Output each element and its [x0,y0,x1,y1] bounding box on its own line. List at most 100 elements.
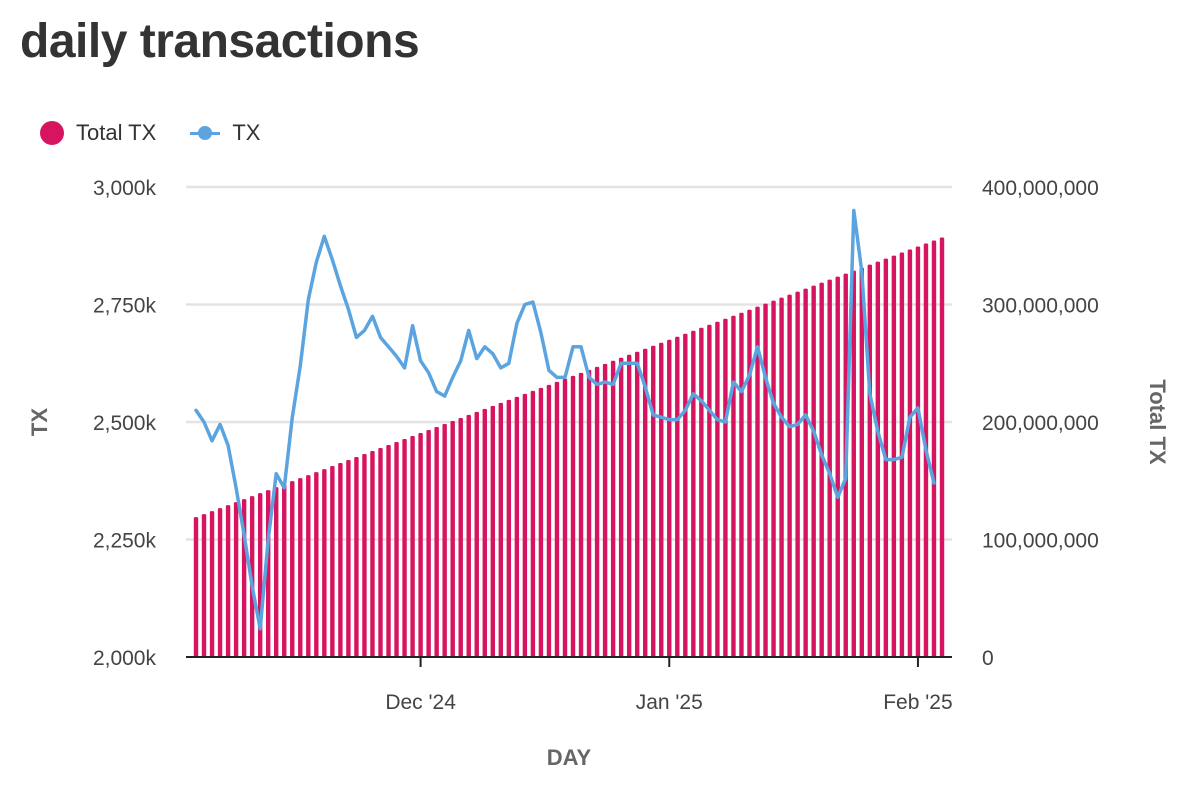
tx-line-series [194,208,936,631]
total-tx-bar[interactable] [594,366,600,657]
total-tx-bar[interactable] [642,348,648,657]
total-tx-bar[interactable] [282,484,287,657]
legend-swatch-tx [190,126,221,140]
total-tx-bar[interactable] [731,315,736,657]
total-tx-bar[interactable] [803,288,808,657]
total-tx-bar[interactable] [787,294,792,657]
total-tx-bar[interactable] [274,487,279,657]
total-tx-bar[interactable] [867,264,873,657]
total-tx-bar[interactable] [402,438,407,657]
total-tx-bar[interactable] [354,457,359,657]
total-tx-bar[interactable] [907,249,913,657]
total-tx-bar[interactable] [771,300,776,657]
total-tx-bar[interactable] [458,417,463,657]
total-tx-bar[interactable] [747,309,752,657]
total-tx-bar[interactable] [795,291,800,657]
total-tx-bar[interactable] [257,493,263,657]
total-tx-bar[interactable] [554,381,560,657]
total-tx-bar[interactable] [298,478,303,657]
total-tx-bar[interactable] [819,282,824,657]
total-tx-bar[interactable] [233,502,239,657]
y-right-tick-label: 300,000,000 [982,295,1099,318]
total-tx-bar[interactable] [667,339,672,657]
total-tx-bar[interactable] [330,466,335,657]
total-tx-bar[interactable] [691,330,696,657]
total-tx-bar[interactable] [651,345,656,657]
legend-item-total-tx[interactable]: Total TX [40,120,156,146]
total-tx-bar[interactable] [602,363,608,657]
total-tx-bar[interactable] [683,333,688,657]
x-tick-label: Dec '24 [385,691,456,714]
total-tx-bar[interactable] [434,426,439,657]
total-tx-bar[interactable] [474,411,479,657]
total-tx-bar[interactable] [482,408,487,657]
total-tx-bar[interactable] [859,267,864,657]
total-tx-bar[interactable] [538,387,544,657]
total-tx-bar[interactable] [835,276,840,657]
legend-label-total-tx: Total TX [76,120,157,145]
total-tx-bar[interactable] [506,399,512,657]
total-tx-bar[interactable] [225,505,231,657]
total-tx-bars [193,237,945,658]
chart-title: daily transactions [20,15,420,68]
total-tx-bar[interactable] [586,369,592,657]
total-tx-bar[interactable] [939,237,945,657]
total-tx-bar[interactable] [322,469,327,657]
legend-item-tx[interactable]: TX [190,120,260,146]
total-tx-bar[interactable] [634,351,640,657]
total-tx-bar[interactable] [217,508,223,657]
total-tx-bar[interactable] [346,460,351,657]
total-tx-bar[interactable] [851,270,856,657]
total-tx-bar[interactable] [490,405,496,657]
total-tx-bar[interactable] [699,327,704,657]
total-tx-bar[interactable] [338,463,343,657]
total-tx-bar[interactable] [498,402,504,657]
total-tx-bar[interactable] [659,342,664,657]
total-tx-bar[interactable] [626,354,632,657]
total-tx-bar[interactable] [811,285,816,657]
total-tx-bar[interactable] [394,442,399,657]
total-tx-bar[interactable] [715,321,720,657]
total-tx-bar[interactable] [707,324,712,657]
total-tx-bar[interactable] [209,511,215,657]
total-tx-bar[interactable] [193,517,199,657]
total-tx-bar[interactable] [610,360,616,657]
total-tx-bar[interactable] [915,246,921,658]
total-tx-bar[interactable] [378,448,383,657]
total-tx-bar[interactable] [418,432,423,657]
total-tx-bar[interactable] [931,240,937,657]
total-tx-bar[interactable] [570,375,576,657]
total-tx-bar[interactable] [370,451,375,657]
total-tx-bar[interactable] [755,306,760,657]
gridlines: 2,000k 2,250k 2,500k 2,750k 3,000k 0 100,000,0… [93,177,1099,670]
total-tx-bar[interactable] [578,372,584,657]
total-tx-bar[interactable] [875,261,881,657]
total-tx-bar[interactable] [314,472,319,657]
total-tx-bar[interactable] [290,481,295,657]
total-tx-bar[interactable] [546,384,552,657]
total-tx-bar[interactable] [514,396,520,657]
total-tx-bar[interactable] [827,279,832,657]
y-left-tick-label: 2,000k [93,647,157,670]
total-tx-bar[interactable] [306,475,311,657]
total-tx-bar[interactable] [442,423,447,657]
total-tx-bar[interactable] [530,390,536,657]
total-tx-bar[interactable] [450,420,455,657]
total-tx-bar[interactable] [386,445,391,657]
total-tx-bar[interactable] [763,303,768,657]
total-tx-bar[interactable] [201,514,207,657]
total-tx-bar[interactable] [426,429,431,657]
total-tx-bar[interactable] [723,318,728,657]
total-tx-bar[interactable] [675,336,680,657]
total-tx-bar[interactable] [562,378,568,657]
total-tx-bar[interactable] [618,357,624,657]
tx-line[interactable] [194,208,936,631]
total-tx-bar[interactable] [891,255,897,657]
total-tx-bar[interactable] [522,393,528,657]
total-tx-bar[interactable] [466,414,471,657]
total-tx-bar[interactable] [362,454,367,657]
total-tx-bar[interactable] [410,435,415,657]
total-tx-bar[interactable] [739,312,744,657]
total-tx-bar[interactable] [779,297,784,657]
